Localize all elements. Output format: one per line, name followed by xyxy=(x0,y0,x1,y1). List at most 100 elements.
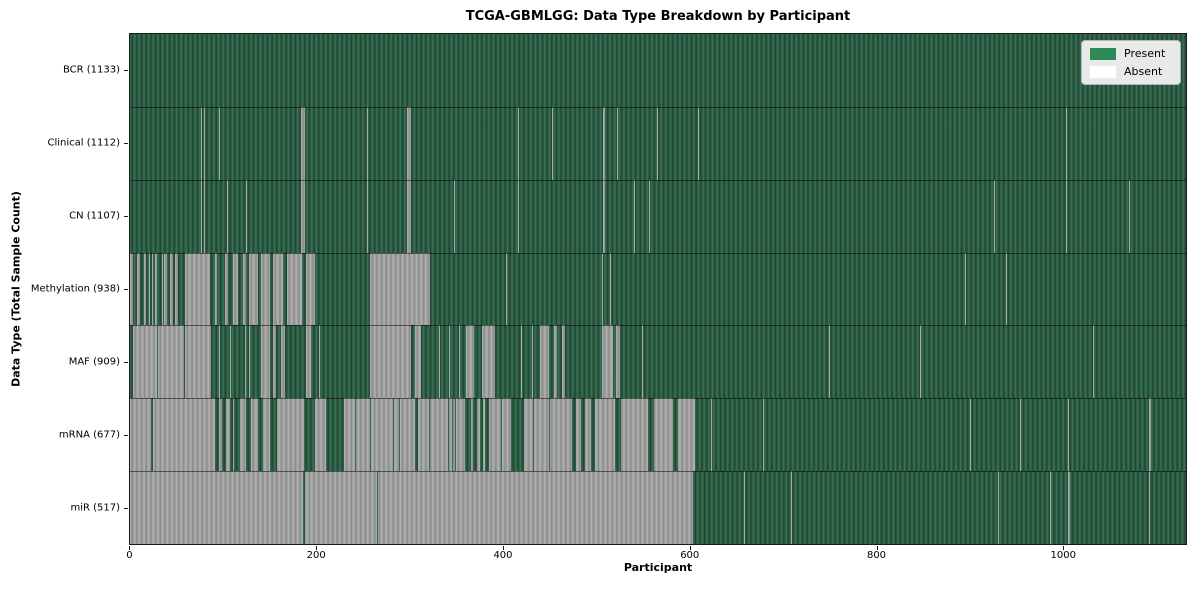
ytick-label-CN: CN (1107) xyxy=(69,210,120,222)
present-segment xyxy=(485,398,489,472)
absent-segment xyxy=(301,106,306,180)
present-segment xyxy=(571,398,576,472)
absent-segment xyxy=(184,252,211,326)
absent-segment xyxy=(306,252,316,326)
present-segment xyxy=(392,398,394,472)
absent-segment xyxy=(1006,252,1008,326)
present-segment xyxy=(415,398,418,472)
ytick-mark xyxy=(124,69,128,71)
chart-title: TCGA-GBMLGG: Data Type Breakdown by Part… xyxy=(465,9,851,24)
present-segment xyxy=(455,398,457,472)
absent-segment xyxy=(130,252,133,326)
present-segment xyxy=(151,398,154,472)
xtick-label: 200 xyxy=(306,550,326,561)
absent-segment xyxy=(641,325,643,399)
ytick-label-Methylation: Methylation (938) xyxy=(30,283,120,295)
present-segment xyxy=(447,398,449,472)
absent-segment xyxy=(244,325,246,399)
absent-segment xyxy=(656,106,658,180)
present-segment xyxy=(257,398,264,472)
present-segment xyxy=(325,398,345,472)
xtick-label: 1000 xyxy=(1050,550,1076,561)
absent-segment xyxy=(366,106,368,180)
absent-segment xyxy=(517,179,519,253)
absent-segment xyxy=(157,325,185,399)
x-axis-label: Participant xyxy=(623,561,693,574)
absent-segment xyxy=(448,325,450,399)
absent-segment xyxy=(249,325,251,399)
present-segment xyxy=(549,398,551,472)
absent-segment xyxy=(634,179,636,253)
present-segment xyxy=(303,471,306,545)
absent-segment xyxy=(762,398,764,472)
ytick-mark xyxy=(124,215,128,217)
absent-segment xyxy=(132,325,157,399)
absent-segment xyxy=(562,325,566,399)
ytick-label-BCR: BCR (1133) xyxy=(62,64,120,76)
plot-area xyxy=(129,33,1187,545)
absent-segment xyxy=(517,106,519,180)
absent-segment xyxy=(540,325,550,399)
legend-swatch-present xyxy=(1090,47,1116,60)
absent-segment xyxy=(229,325,231,399)
legend: Present Absent xyxy=(1081,40,1181,85)
present-segment xyxy=(429,398,431,472)
absent-segment xyxy=(226,179,228,253)
present-segment xyxy=(591,398,596,472)
xtick-mark xyxy=(316,546,318,550)
legend-label-present: Present xyxy=(1124,47,1166,60)
absent-segment xyxy=(1148,398,1151,472)
xtick-label: 400 xyxy=(493,550,513,561)
xtick-mark xyxy=(129,546,131,550)
xtick-label: 0 xyxy=(126,550,133,561)
ytick-mark xyxy=(124,142,128,144)
present-segment xyxy=(222,398,226,472)
present-segment xyxy=(673,398,679,472)
xtick-mark xyxy=(876,546,878,550)
present-segment xyxy=(229,398,233,472)
absent-segment xyxy=(1065,179,1067,253)
absent-segment xyxy=(242,252,247,326)
band-MAF xyxy=(130,325,1186,399)
present-segment xyxy=(376,471,378,545)
band-BCR xyxy=(130,34,1186,107)
absent-segment xyxy=(521,325,523,399)
band-Clinical xyxy=(130,106,1186,180)
absent-segment xyxy=(366,179,368,253)
present-segment xyxy=(500,398,502,472)
present-segment xyxy=(214,398,220,472)
absent-segment xyxy=(136,252,141,326)
present-segment xyxy=(451,398,453,472)
present-segment xyxy=(648,398,654,472)
absent-segment xyxy=(649,179,651,253)
absent-segment xyxy=(601,325,613,399)
absent-segment xyxy=(261,325,270,399)
present-segment xyxy=(369,398,371,472)
present-segment xyxy=(511,398,525,472)
absent-segment xyxy=(415,325,421,399)
ytick-mark xyxy=(124,289,128,290)
row-separator xyxy=(130,252,1186,254)
absent-segment xyxy=(245,179,247,253)
xtick-label: 800 xyxy=(866,550,887,561)
absent-segment xyxy=(603,179,606,253)
present-segment xyxy=(269,398,278,472)
absent-segment xyxy=(148,252,150,326)
absent-segment xyxy=(1129,179,1131,253)
present-segment xyxy=(464,398,472,472)
absent-segment xyxy=(790,471,792,545)
absent-segment xyxy=(969,398,971,472)
absent-segment xyxy=(301,179,306,253)
absent-segment xyxy=(143,252,146,326)
absent-segment xyxy=(710,398,712,472)
absent-segment xyxy=(994,179,995,253)
ytick-label-MAF: MAF (909) xyxy=(68,356,120,368)
present-segment xyxy=(479,398,484,472)
band-miR xyxy=(130,471,1186,545)
xtick-label: 600 xyxy=(680,550,700,561)
absent-segment xyxy=(1148,471,1150,545)
absent-segment xyxy=(164,252,168,326)
absent-segment xyxy=(465,325,474,399)
absent-segment xyxy=(406,179,411,253)
absent-segment xyxy=(438,325,440,399)
